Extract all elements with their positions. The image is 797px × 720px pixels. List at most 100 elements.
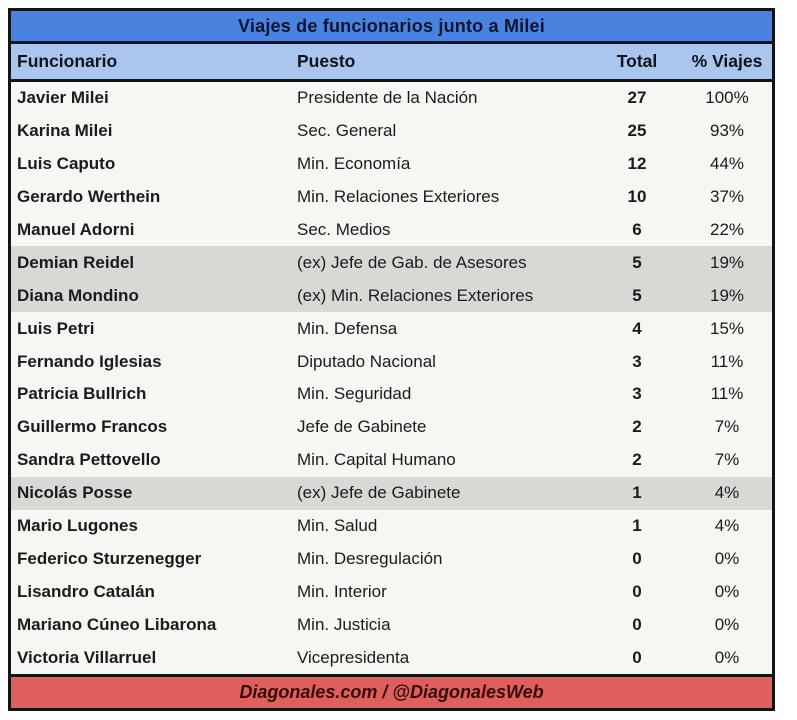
total-cell: 27 [627,88,647,108]
total-cell: 0 [632,548,642,568]
funcionario-cell: Nicolás Posse [17,483,133,503]
funcionario-cell: Karina Milei [17,121,113,141]
table-row: Victoria Villarruel Vicepresidenta 0 0% [11,641,772,675]
table-row: Patricia Bullrich Min. Seguridad 3 11% [11,378,772,411]
funcionario-cell: Luis Caputo [17,154,116,174]
puesto-cell: Min. Desregulación [297,548,443,568]
pct-viajes-cell: 44% [709,154,745,174]
pct-viajes-cell: 11% [710,384,744,404]
puesto-cell: Sec. Medios [297,220,391,239]
puesto-cell: Vicepresidenta [297,647,410,667]
funcionario-cell: Mario Lugones [17,516,138,536]
total-cell: 2 [632,417,642,437]
funcionario-cell: Sandra Pettovello [17,450,161,470]
pct-viajes-cell: 4% [714,516,740,536]
table-row: Mario Lugones Min. Salud 1 4% [11,509,772,543]
pct-viajes-cell: 0% [714,647,740,667]
col-header-total: Total [616,51,658,71]
total-cell: 0 [632,647,642,667]
col-header-pct-viajes: % Viajes [691,51,763,71]
total-cell: 0 [632,581,642,601]
funcionario-cell: Gerardo Werthein [17,187,161,207]
trips-table: Viajes de funcionarios junto a Milei Fun… [8,8,775,711]
puesto-cell: Min. Interior [297,581,387,601]
table-row: Manuel Adorni Sec. Medios 6 22% [11,213,772,247]
table-row: Karina Milei Sec. General 25 93% [11,114,772,148]
table-row: Lisandro Catalán Min. Interior 0 0% [11,575,772,609]
puesto-cell: Min. Relaciones Exteriores [297,187,500,207]
table-row: Nicolás Posse (ex) Jefe de Gabinete 1 4% [11,476,772,510]
total-cell: 3 [632,351,642,371]
pct-viajes-cell: 0% [714,581,740,601]
total-cell: 6 [632,220,642,239]
table-row: Javier Milei Presidente de la Nación 27 … [11,82,772,115]
pct-viajes-cell: 100% [705,88,749,108]
table-footer: Diagonales.com / @DiagonalesWeb [11,674,772,708]
table-header-row: Funcionario Puesto Total % Viajes [11,44,772,82]
funcionario-cell: Luis Petri [17,318,95,338]
table-row: Diana Mondino (ex) Min. Relaciones Exter… [11,279,772,313]
puesto-cell: Diputado Nacional [297,351,436,371]
funcionario-cell: Fernando Iglesias [17,351,162,371]
pct-viajes-cell: 0% [714,548,740,568]
table-row: Sandra Pettovello Min. Capital Humano 2 … [11,443,772,477]
funcionario-cell: Diana Mondino [17,285,139,305]
puesto-cell: Min. Capital Humano [297,450,456,470]
puesto-cell: (ex) Jefe de Gabinete [297,483,461,503]
table-title-text: Viajes de funcionarios junto a Milei [238,15,545,36]
table-row: Demian Reidel (ex) Jefe de Gab. de Aseso… [11,246,772,280]
funcionario-cell: Javier Milei [17,88,109,108]
table-row: Mariano Cúneo Libarona Min. Justicia 0 0… [11,608,772,642]
pct-viajes-cell: 22% [709,220,745,239]
funcionario-cell: Mariano Cúneo Libarona [17,614,217,634]
table-row: Fernando Iglesias Diputado Nacional 3 11… [11,345,772,379]
table-row: Guillermo Francos Jefe de Gabinete 2 7% [11,410,772,444]
table-title: Viajes de funcionarios junto a Milei [11,11,772,44]
total-cell: 5 [632,252,642,272]
total-cell: 2 [632,450,642,470]
funcionario-cell: Demian Reidel [17,252,135,272]
total-cell: 1 [632,483,642,503]
funcionario-cell: Lisandro Catalán [17,581,155,601]
puesto-cell: Presidente de la Nación [297,88,478,108]
funcionario-cell: Manuel Adorni [17,220,135,239]
puesto-cell: Min. Economía [297,154,411,174]
table-row: Gerardo Werthein Min. Relaciones Exterio… [11,180,772,214]
total-cell: 4 [632,318,642,338]
total-cell: 12 [627,154,647,174]
total-cell: 0 [632,614,642,634]
total-cell: 25 [627,121,647,141]
puesto-cell: Min. Seguridad [297,384,412,404]
footer-credit-text: Diagonales.com / @DiagonalesWeb [239,682,544,702]
col-header-funcionario: Funcionario [17,51,118,71]
pct-viajes-cell: 0% [714,614,740,634]
puesto-cell: (ex) Jefe de Gab. de Asesores [297,252,527,272]
table-body: Javier Milei Presidente de la Nación 27 … [11,82,772,675]
total-cell: 1 [632,516,642,536]
pct-viajes-cell: 37% [709,187,745,207]
pct-viajes-cell: 7% [714,417,740,437]
puesto-cell: Jefe de Gabinete [297,417,427,437]
pct-viajes-cell: 7% [714,450,740,470]
table-row: Luis Caputo Min. Economía 12 44% [11,147,772,181]
funcionario-cell: Patricia Bullrich [17,384,147,404]
pct-viajes-cell: 19% [709,285,745,305]
total-cell: 10 [627,187,647,207]
total-cell: 5 [632,285,642,305]
table-row: Federico Sturzenegger Min. Desregulación… [11,542,772,576]
puesto-cell: Min. Justicia [297,614,391,634]
funcionario-cell: Guillermo Francos [17,417,168,437]
puesto-cell: Min. Salud [297,516,378,536]
table-row: Luis Petri Min. Defensa 4 15% [11,312,772,346]
col-header-puesto: Puesto [297,51,356,71]
pct-viajes-cell: 93% [709,121,745,141]
pct-viajes-cell: 19% [709,252,745,272]
funcionario-cell: Victoria Villarruel [17,647,157,667]
funcionario-cell: Federico Sturzenegger [17,548,202,568]
pct-viajes-cell: 15% [709,318,745,338]
puesto-cell: (ex) Min. Relaciones Exteriores [297,285,534,305]
total-cell: 3 [632,384,642,404]
puesto-cell: Sec. General [297,121,397,141]
pct-viajes-cell: 4% [714,483,740,503]
